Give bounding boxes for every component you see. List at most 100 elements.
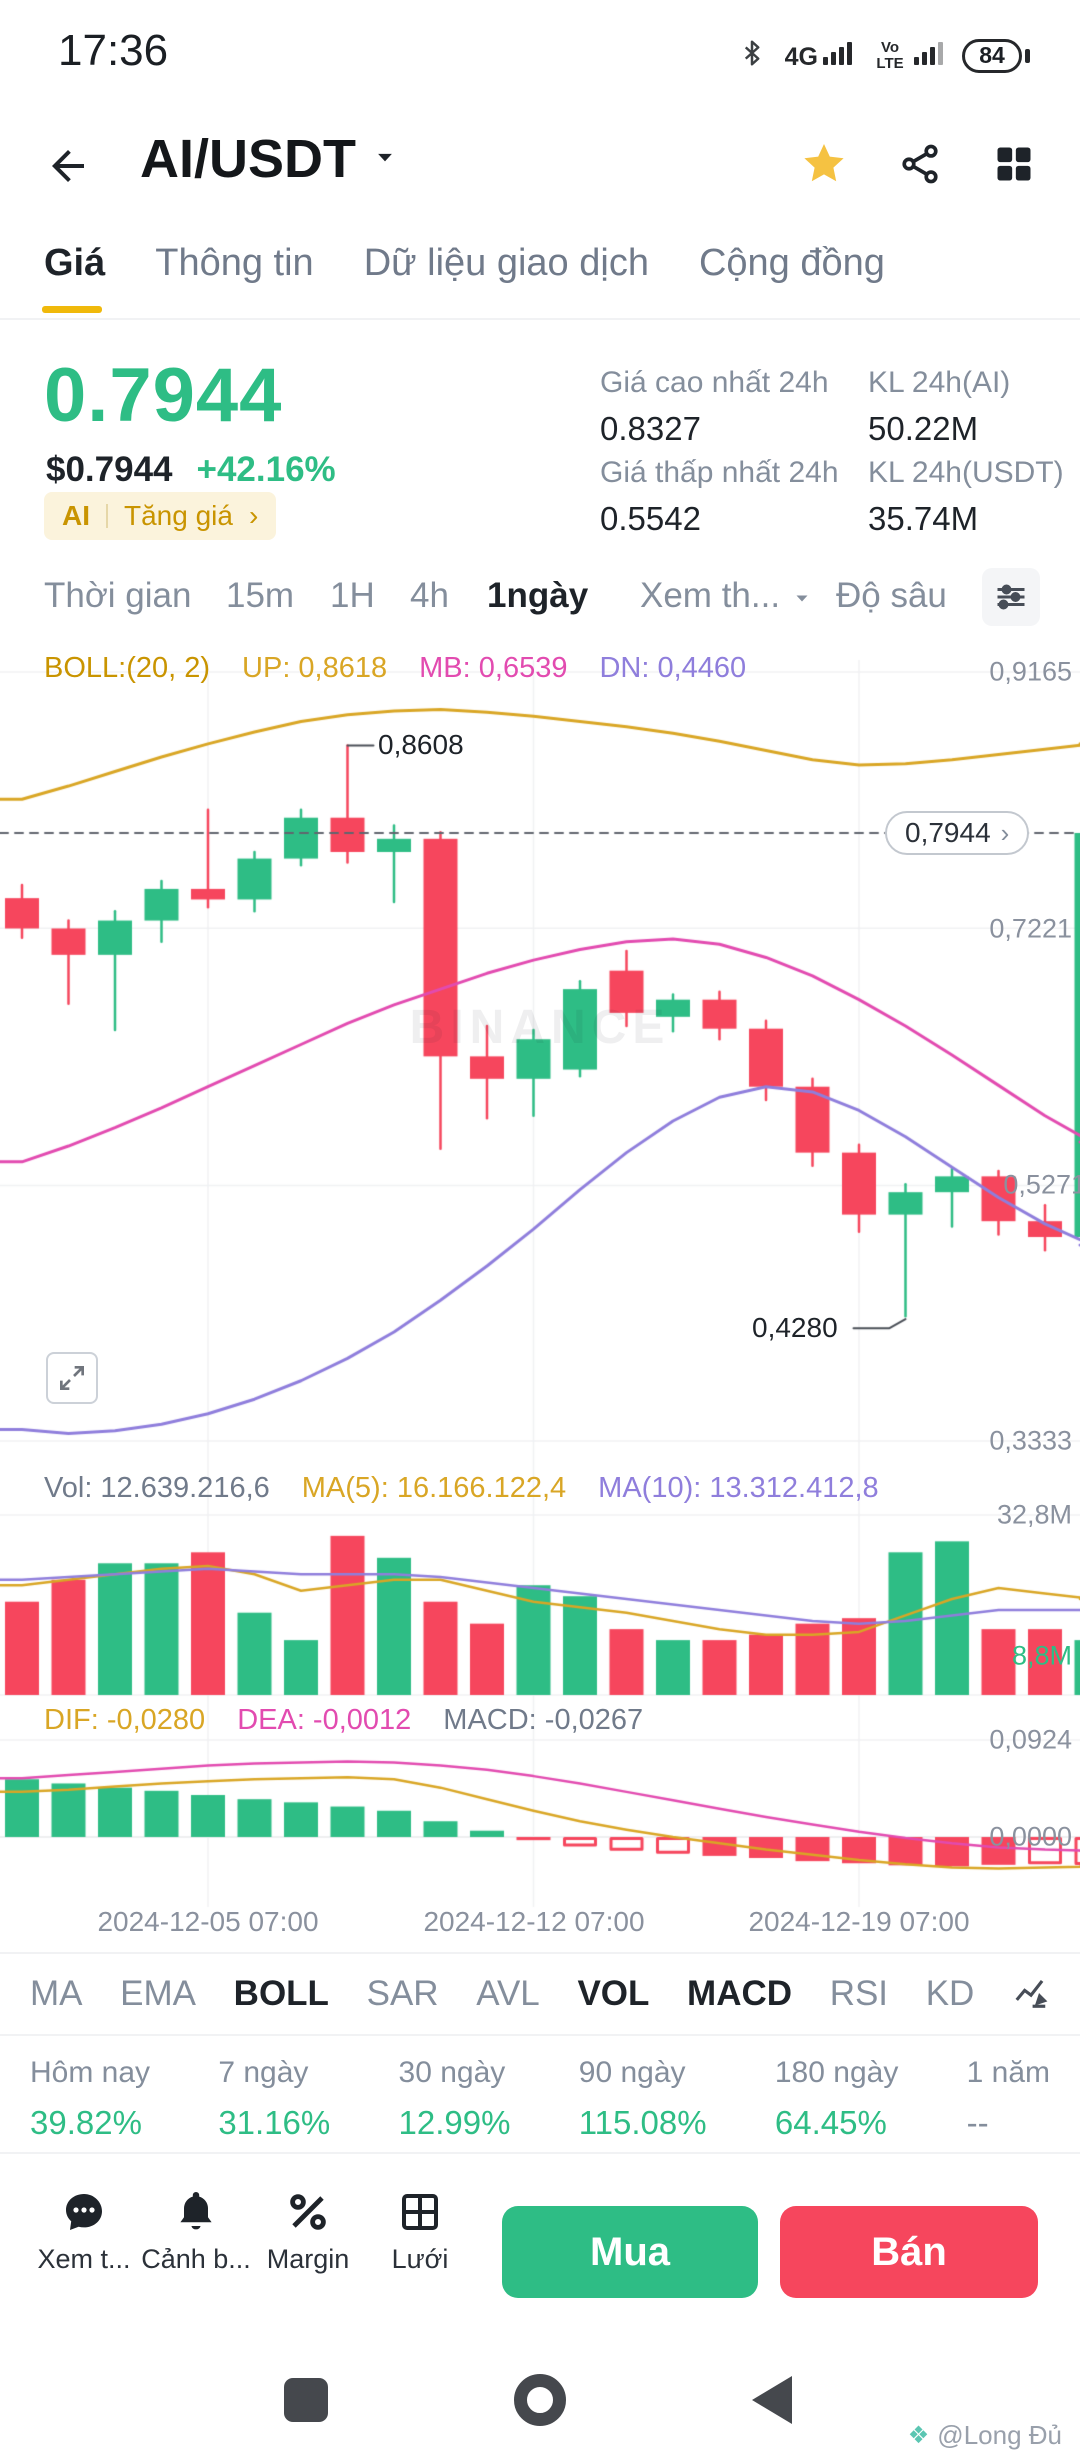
share-icon[interactable] xyxy=(898,142,942,191)
perf-180d: 180 ngày 64.45% xyxy=(774,2056,899,2141)
buy-button[interactable]: Mua xyxy=(502,2206,758,2298)
network-4g-indicator: 4G xyxy=(785,39,853,72)
boll-name: BOLL:(20, 2) xyxy=(44,652,211,684)
grid-trading-icon xyxy=(402,2194,438,2230)
indicator-avl[interactable]: AVL xyxy=(476,1974,540,2013)
indicator-vol[interactable]: VOL xyxy=(577,1974,650,2013)
battery-indicator: 84 xyxy=(962,38,1030,73)
macd-header: DIF: -0,0280 DEA: -0,0012 MACD: -0,0267 xyxy=(44,1704,643,1737)
network-4g-label: 4G xyxy=(784,43,818,71)
grid-layout-icon[interactable] xyxy=(992,142,1036,191)
timeframe-bar: Thời gian 15m 1H 4h 1ngày Xem th... Độ s… xyxy=(0,566,1080,636)
percent-icon xyxy=(290,2194,326,2230)
status-bar: 17:36 4G Vo LTE 84 xyxy=(0,0,1080,100)
indicator-tabs: MA EMA BOLL SAR AVL VOL MACD RSI KD xyxy=(0,1956,1080,2032)
timeframe-4h[interactable]: 4h xyxy=(410,576,449,615)
expand-icon xyxy=(60,1366,84,1390)
perf-90d: 90 ngày 115.08% xyxy=(578,2056,707,2141)
boll-dn-value: DN: 0,4460 xyxy=(599,652,747,684)
indicator-ma[interactable]: MA xyxy=(30,1974,83,2013)
vol-value: Vol: 12.639.216,6 xyxy=(44,1472,270,1504)
indicator-kd[interactable]: KD xyxy=(925,1974,975,2013)
date-label-2: 2024-12-12 07:00 xyxy=(423,1906,645,1937)
pair-selector[interactable]: AI/USDT xyxy=(140,128,400,190)
timeframe-more-dropdown[interactable]: Xem th... xyxy=(640,576,814,616)
chat-icon xyxy=(66,2194,102,2230)
tag-coin-label: AI xyxy=(62,500,90,531)
vol-axis-current-label: 8,8M xyxy=(1011,1640,1072,1671)
signal-bars-icon xyxy=(823,39,853,72)
stat-vol-24h-usdt: KL 24h(USDT) 35.74M xyxy=(868,456,1064,537)
alert-tool-button[interactable]: Cảnh b... xyxy=(141,2188,251,2275)
performance-row: Hôm nay 39.82% 7 ngày 31.16% 30 ngày 12.… xyxy=(0,2056,1080,2142)
chevron-down-icon xyxy=(796,595,808,602)
android-nav-bar xyxy=(0,2350,1080,2460)
back-nav-button[interactable] xyxy=(752,2376,792,2424)
bell-icon xyxy=(180,2192,212,2230)
recents-button[interactable] xyxy=(284,2378,328,2422)
macd-axis-top-label: 0,0924 xyxy=(989,1724,1072,1755)
perf-1y: 1 năm -- xyxy=(966,2056,1050,2141)
edit-indicators-icon[interactable] xyxy=(1012,1973,1050,2016)
timeframe-1h[interactable]: 1H xyxy=(330,576,375,615)
chevron-down-icon xyxy=(370,142,400,177)
timeframe-1d[interactable]: 1ngày xyxy=(487,576,589,615)
tab-gia[interactable]: Giá xyxy=(44,242,106,284)
boll-header: BOLL:(20, 2) UP: 0,8618 MB: 0,6539 DN: 0… xyxy=(44,652,746,685)
date-label-3: 2024-12-19 07:00 xyxy=(748,1906,970,1937)
tab-thong-tin[interactable]: Thông tin xyxy=(155,242,314,284)
footer-toolbar: Xem t... Cảnh b... Margin Lưới xyxy=(37,2188,464,2275)
indicator-ema[interactable]: EMA xyxy=(120,1974,197,2013)
price-axis-label-4: 0,3333 xyxy=(989,1425,1072,1456)
sell-button[interactable]: Bán xyxy=(780,2206,1038,2298)
favorite-star-icon[interactable] xyxy=(800,140,848,193)
stat-vol-24h-ai: KL 24h(AI) 50.22M xyxy=(868,366,1011,447)
chevron-right-icon: › xyxy=(248,500,259,531)
vol-ma5-value: MA(5): 16.166.122,4 xyxy=(301,1472,567,1504)
price-axis-label-3: 0,5271 xyxy=(1003,1169,1080,1200)
tag-divider xyxy=(106,504,108,528)
active-tab-underline xyxy=(42,306,102,313)
vol-axis-top-label: 32,8M xyxy=(996,1499,1072,1530)
low-annotation: 0,4280 xyxy=(752,1312,838,1343)
chevron-right-icon: › xyxy=(1000,817,1010,848)
volume-header: Vol: 12.639.216,6 MA(5): 16.166.122,4 MA… xyxy=(44,1472,879,1505)
kline-chart-canvas[interactable] xyxy=(0,645,1080,1950)
price-change-percent: +42.16% xyxy=(196,450,336,489)
indicator-sar[interactable]: SAR xyxy=(366,1974,439,2013)
dif-value: DIF: -0,0280 xyxy=(44,1704,206,1736)
stat-low-24h: Giá thấp nhất 24h 0.5542 xyxy=(600,456,839,537)
dea-value: DEA: -0,0012 xyxy=(237,1704,412,1736)
volte-indicator: Vo LTE xyxy=(871,39,944,72)
indicator-boll[interactable]: BOLL xyxy=(233,1974,329,2013)
bluetooth-icon xyxy=(737,34,767,77)
coin-tag[interactable]: AI Tăng giá › xyxy=(44,492,277,540)
indicator-settings-button[interactable] xyxy=(982,568,1040,626)
last-price-marker[interactable]: 0,7944 › xyxy=(885,811,1030,855)
tune-icon xyxy=(997,584,1025,610)
tab-cong-dong[interactable]: Cộng đồng xyxy=(698,242,885,284)
indicator-rsi[interactable]: RSI xyxy=(829,1974,889,2013)
depth-button[interactable]: Độ sâu xyxy=(836,576,947,615)
margin-tool-button[interactable]: Margin xyxy=(264,2188,352,2275)
stat-high-24h: Giá cao nhất 24h 0.8327 xyxy=(600,366,829,447)
price-axis-label-2: 0,7221 xyxy=(989,913,1072,944)
watermark-icon: ❖ xyxy=(907,2422,930,2449)
boll-mb-value: MB: 0,6539 xyxy=(419,652,568,684)
timeframe-15m[interactable]: 15m xyxy=(226,576,295,615)
back-button[interactable] xyxy=(44,142,92,195)
perf-today: Hôm nay 39.82% xyxy=(30,2056,151,2141)
volte-label: Vo LTE xyxy=(876,39,904,72)
fullscreen-button[interactable] xyxy=(46,1352,98,1404)
home-button[interactable] xyxy=(514,2374,566,2426)
perf-30d: 30 ngày 12.99% xyxy=(398,2056,511,2141)
boll-up-value: UP: 0,8618 xyxy=(242,652,388,684)
tab-du-lieu-giao-dich[interactable]: Dữ liệu giao dịch xyxy=(363,242,649,284)
grid-trading-tool-button[interactable]: Lưới xyxy=(376,2188,464,2275)
chat-tool-button[interactable]: Xem t... xyxy=(37,2188,131,2275)
macd-axis-zero-label: 0,0000 xyxy=(989,1821,1072,1852)
timeframe-label: Thời gian xyxy=(44,576,192,615)
indicator-macd[interactable]: MACD xyxy=(687,1974,793,2013)
page-watermark: ❖ @Long Đủ xyxy=(907,2420,1062,2450)
price-axis-label-1: 0,9165 xyxy=(989,656,1072,687)
